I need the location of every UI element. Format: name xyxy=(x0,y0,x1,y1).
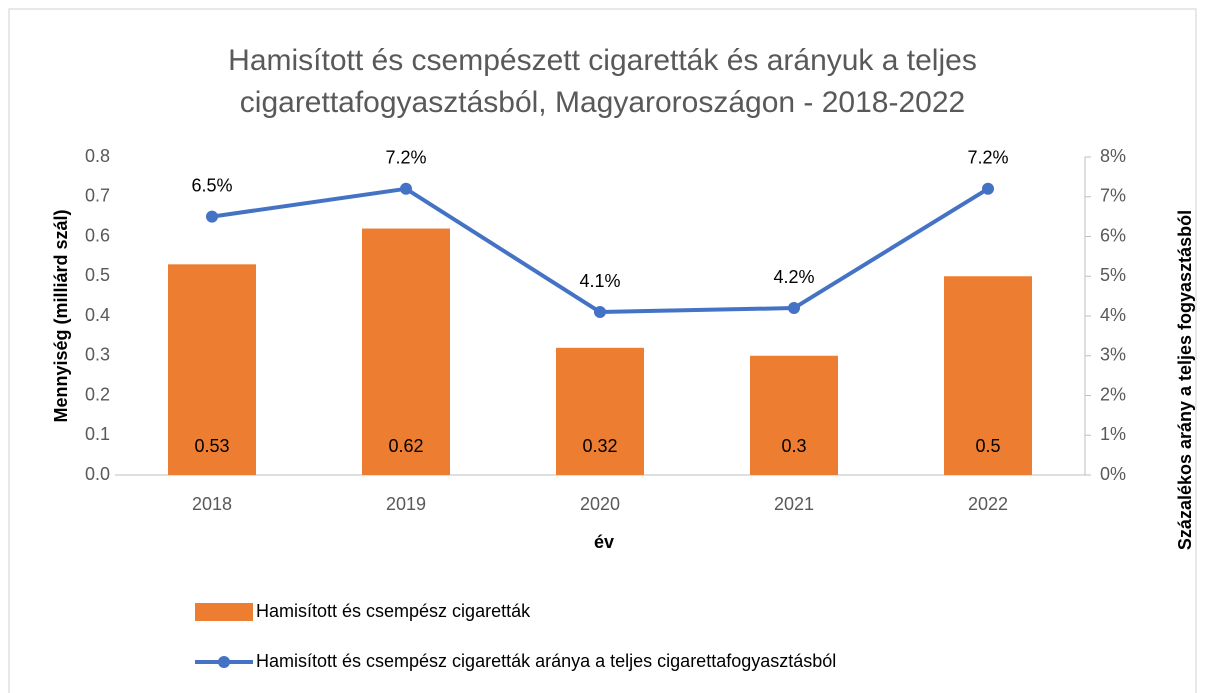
y-tick-label: 0.6 xyxy=(85,225,110,245)
x-tick-label: 2018 xyxy=(192,494,232,514)
bar-value-label: 0.5 xyxy=(975,436,1000,456)
line-value-label: 7.2% xyxy=(385,148,426,168)
line-point xyxy=(206,210,218,223)
y2-tick-label: 7% xyxy=(1100,186,1126,206)
y-tick-label: 0.8 xyxy=(85,146,110,166)
bar xyxy=(556,347,644,475)
y2-tick-label: 4% xyxy=(1100,305,1126,325)
y-tick-label: 0.0 xyxy=(85,464,110,484)
line-value-label: 6.5% xyxy=(191,175,232,195)
bar xyxy=(168,264,256,475)
y2-tick-label: 3% xyxy=(1100,345,1126,365)
y2-axis-label: Százalékos arány a teljes fogyasztásból xyxy=(1175,210,1195,550)
line-value-label: 4.2% xyxy=(773,267,814,287)
chart-title: Hamisított és csempészett cigaretták és … xyxy=(228,44,977,119)
y-tick-label: 0.2 xyxy=(85,384,110,404)
bar xyxy=(944,276,1032,475)
x-tick-label: 2020 xyxy=(580,494,620,514)
chart-frame xyxy=(8,8,1197,693)
x-tick-label: 2022 xyxy=(968,494,1008,514)
y-tick-label: 0.3 xyxy=(85,345,110,365)
y-tick-label: 0.4 xyxy=(85,305,110,325)
y-axis-label: Mennyiség (milliárd szál) xyxy=(51,209,71,422)
bar-value-label: 0.62 xyxy=(388,436,423,456)
bar xyxy=(362,228,450,475)
line-value-label: 7.2% xyxy=(967,148,1008,168)
y-tick-label: 0.5 xyxy=(85,265,110,285)
x-axis-label: év xyxy=(594,532,614,552)
x-tick-label: 2019 xyxy=(386,494,426,514)
y2-tick-label: 0% xyxy=(1100,464,1126,484)
y2-tick-label: 6% xyxy=(1100,225,1126,245)
x-tick-label: 2021 xyxy=(774,494,814,514)
y2-tick-label: 1% xyxy=(1100,424,1126,444)
line xyxy=(211,186,990,315)
line-value-label: 4.1% xyxy=(579,271,620,291)
y2-tick-label: 8% xyxy=(1100,146,1126,166)
line-point xyxy=(400,182,412,195)
y-tick-label: 0.7 xyxy=(85,186,110,206)
legend-swatch xyxy=(195,603,253,621)
bar-value-label: 0.3 xyxy=(781,436,806,456)
y2-tick-label: 2% xyxy=(1100,384,1126,404)
bar-value-label: 0.32 xyxy=(582,436,617,456)
line-point xyxy=(594,306,606,319)
y-tick-label: 0.1 xyxy=(85,424,110,444)
line-point xyxy=(982,182,994,195)
bar-value-label: 0.53 xyxy=(194,436,229,456)
bar xyxy=(750,355,838,475)
line-point xyxy=(788,302,800,315)
legend-label: Hamisított és csempész cigaretták aránya… xyxy=(256,651,836,671)
legend-label: Hamisított és csempész cigaretták xyxy=(256,601,531,621)
y2-tick-label: 5% xyxy=(1100,265,1126,285)
legend-swatch xyxy=(218,656,230,668)
